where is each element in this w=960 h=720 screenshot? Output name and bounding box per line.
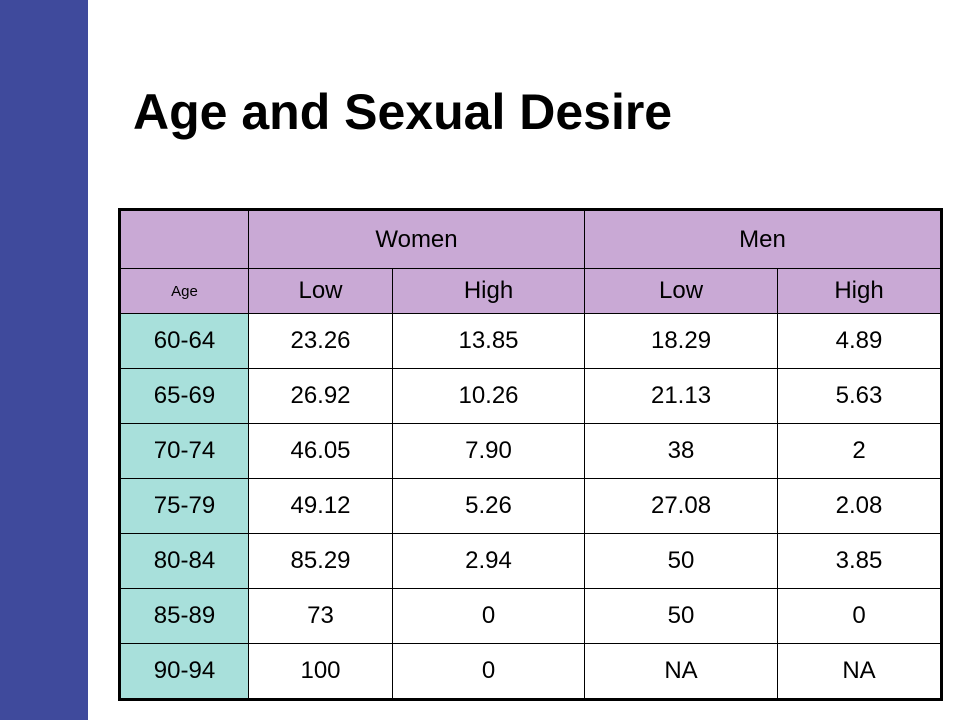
age-desire-table: Women Men Age Low High Low High 60-64 23.… bbox=[118, 208, 944, 701]
men-low-cell: 21.13 bbox=[584, 368, 779, 424]
age-cell: 60-64 bbox=[119, 313, 249, 369]
men-high-cell: NA bbox=[777, 643, 943, 700]
table-row: 85-89 73 0 50 0 bbox=[119, 588, 943, 644]
men-high-cell: 0 bbox=[777, 588, 943, 644]
women-high-cell: 0 bbox=[391, 588, 586, 644]
women-high-header: High bbox=[391, 268, 586, 314]
men-group-header: Men bbox=[584, 209, 943, 269]
table-row: 90-94 100 0 NA NA bbox=[119, 643, 943, 700]
age-cell: 80-84 bbox=[119, 533, 249, 589]
age-cell: 85-89 bbox=[119, 588, 249, 644]
men-low-cell: 50 bbox=[584, 533, 779, 589]
women-high-cell: 10.26 bbox=[391, 368, 586, 424]
women-low-cell: 49.12 bbox=[248, 478, 393, 534]
table-row: 80-84 85.29 2.94 50 3.85 bbox=[119, 533, 943, 589]
slide-title: Age and Sexual Desire bbox=[133, 84, 673, 140]
men-high-cell: 5.63 bbox=[777, 368, 943, 424]
women-low-cell: 26.92 bbox=[248, 368, 393, 424]
women-low-cell: 73 bbox=[248, 588, 393, 644]
women-high-cell: 0 bbox=[391, 643, 586, 700]
women-low-cell: 46.05 bbox=[248, 423, 393, 479]
women-low-cell: 85.29 bbox=[248, 533, 393, 589]
men-low-header: Low bbox=[584, 268, 779, 314]
age-column-header: Age bbox=[119, 268, 249, 314]
age-cell: 65-69 bbox=[119, 368, 249, 424]
sub-header-row: Age Low High Low High bbox=[119, 268, 943, 314]
table-row: 75-79 49.12 5.26 27.08 2.08 bbox=[119, 478, 943, 534]
women-high-cell: 13.85 bbox=[391, 313, 586, 369]
women-low-cell: 100 bbox=[248, 643, 393, 700]
men-low-cell: 18.29 bbox=[584, 313, 779, 369]
women-high-cell: 2.94 bbox=[391, 533, 586, 589]
men-high-header: High bbox=[777, 268, 943, 314]
women-low-cell: 23.26 bbox=[248, 313, 393, 369]
age-cell: 70-74 bbox=[119, 423, 249, 479]
men-high-cell: 3.85 bbox=[777, 533, 943, 589]
men-low-cell: 50 bbox=[584, 588, 779, 644]
table-row: 60-64 23.26 13.85 18.29 4.89 bbox=[119, 313, 943, 369]
men-low-cell: NA bbox=[584, 643, 779, 700]
men-high-cell: 2.08 bbox=[777, 478, 943, 534]
men-low-cell: 38 bbox=[584, 423, 779, 479]
table-body: 60-64 23.26 13.85 18.29 4.89 65-69 26.92 10.26 2… bbox=[119, 313, 943, 700]
women-low-header: Low bbox=[248, 268, 393, 314]
women-high-cell: 7.90 bbox=[391, 423, 586, 479]
group-header-row: Women Men bbox=[119, 209, 943, 269]
men-low-cell: 27.08 bbox=[584, 478, 779, 534]
women-high-cell: 5.26 bbox=[391, 478, 586, 534]
table-row: 65-69 26.92 10.26 21.13 5.63 bbox=[119, 368, 943, 424]
age-cell: 75-79 bbox=[119, 478, 249, 534]
age-cell: 90-94 bbox=[119, 643, 249, 700]
men-high-cell: 4.89 bbox=[777, 313, 943, 369]
table-row: 70-74 46.05 7.90 38 2 bbox=[119, 423, 943, 479]
men-high-cell: 2 bbox=[777, 423, 943, 479]
left-accent-bar bbox=[0, 0, 88, 720]
women-group-header: Women bbox=[247, 209, 586, 269]
corner-cell bbox=[119, 209, 249, 269]
